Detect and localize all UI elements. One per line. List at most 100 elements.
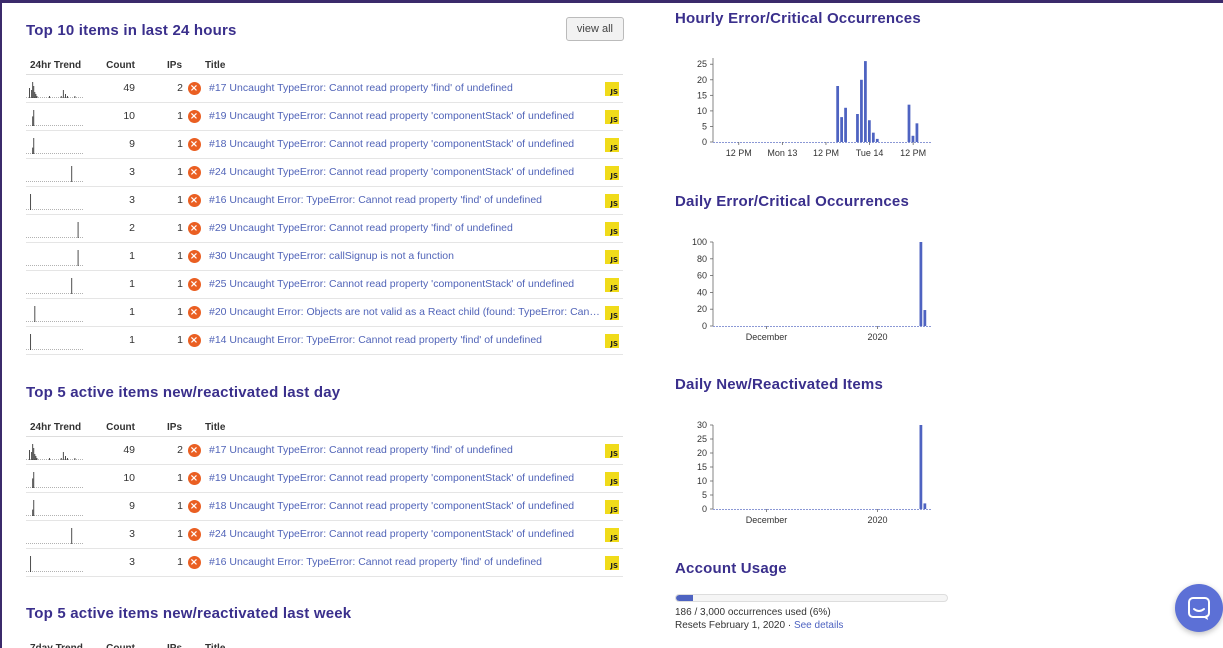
col-count[interactable]: Count [90,418,135,437]
ips-cell: 1 [135,520,183,549]
platform-cell: JS [601,326,623,355]
level-cell: × [183,548,205,577]
sparkline-bar [33,110,35,126]
col-ips[interactable]: IPs [135,639,183,648]
chart-bar [836,86,840,142]
sparkline-bar [65,94,66,98]
trend-sparkline [26,278,84,294]
error-x-icon: × [187,443,201,457]
item-title-link[interactable]: #14 Uncaught Error: TypeError: Cannot re… [205,326,601,355]
item-title-link[interactable]: #30 Uncaught TypeError: callSignup is no… [205,242,601,271]
table-row[interactable]: 10 1 × #19 Uncaught TypeError: Cannot read … [26,464,623,493]
table-row[interactable]: 10 1 × #19 Uncaught TypeError: Cannot read … [26,102,623,131]
trend-cell [26,270,90,299]
trend-cell [26,130,90,159]
col-ips[interactable]: IPs [135,418,183,437]
ips-cell: 1 [135,548,183,577]
error-x-icon: × [187,165,201,179]
usage-count-text: 186 / 3,000 occurrences used (6%) [675,607,831,618]
item-title-link[interactable]: #19 Uncaught TypeError: Cannot read prop… [205,102,601,131]
count-cell: 1 [90,326,135,355]
sparkline-bar [77,250,79,266]
error-x-icon: × [187,137,201,151]
item-title-link[interactable]: #18 Uncaught TypeError: Cannot read prop… [205,130,601,159]
item-title-link[interactable]: #17 Uncaught TypeError: Cannot read prop… [205,74,601,103]
col-count[interactable]: Count [90,56,135,75]
platform-cell: JS [601,492,623,521]
col-count[interactable]: Count [90,639,135,648]
table-row[interactable]: 3 1 × #16 Uncaught Error: TypeError: Cannot… [26,548,623,577]
item-title-link[interactable]: #24 Uncaught TypeError: Cannot read prop… [205,520,601,549]
col-ips[interactable]: IPs [135,56,183,75]
table-row[interactable]: 3 1 × #16 Uncaught Error: TypeError: Cannot… [26,186,623,215]
y-tick-label: 40 [697,287,707,297]
platform-cell: JS [601,242,623,271]
trend-cell [26,548,90,577]
table-row[interactable]: 1 1 × #25 Uncaught TypeError: Cannot read p… [26,270,623,299]
level-cell: × [183,492,205,521]
table-row[interactable]: 1 1 × #20 Uncaught Error: Objects are not v… [26,298,623,327]
sparkline-bar [32,444,34,460]
js-badge-icon: JS [605,222,619,236]
sparkline-bar [33,500,35,516]
y-tick-label: 80 [697,254,707,264]
platform-cell: JS [601,158,623,187]
sparkline-bar [67,96,68,98]
sparkline-bar [74,458,76,460]
view-all-button[interactable]: view all [565,17,624,41]
item-title-link[interactable]: #16 Uncaught Error: TypeError: Cannot re… [205,186,601,215]
sparkline-bar [34,306,36,322]
y-tick-label: 10 [697,476,707,486]
platform-cell: JS [601,520,623,549]
y-tick-label: 5 [702,121,707,131]
platform-cell: JS [601,270,623,299]
chat-launcher-button[interactable] [1175,584,1223,632]
table-row[interactable]: 1 1 × #30 Uncaught TypeError: callSignup is… [26,242,623,271]
x-tick-label: December [746,515,788,525]
level-cell: × [183,520,205,549]
level-cell: × [183,186,205,215]
js-badge-icon: JS [605,194,619,208]
item-title-link[interactable]: #24 Uncaught TypeError: Cannot read prop… [205,158,601,187]
left-nav-edge [0,0,2,648]
trend-cell [26,158,90,187]
chart-bar [919,425,923,509]
trend-sparkline [26,334,84,350]
item-title-link[interactable]: #20 Uncaught Error: Objects are not vali… [205,298,601,327]
table-row[interactable]: 9 1 × #18 Uncaught TypeError: Cannot read p… [26,130,623,159]
item-title-link[interactable]: #17 Uncaught TypeError: Cannot read prop… [205,436,601,465]
table-row[interactable]: 3 1 × #24 Uncaught TypeError: Cannot read p… [26,158,623,187]
table-row[interactable]: 9 1 × #18 Uncaught TypeError: Cannot read p… [26,492,623,521]
error-x-icon: × [187,333,201,347]
col-trend: 7day Trend [26,639,90,648]
trend-sparkline [26,500,84,516]
level-cell: × [183,214,205,243]
count-cell: 3 [90,158,135,187]
table-row[interactable]: 3 1 × #24 Uncaught TypeError: Cannot read p… [26,520,623,549]
y-tick-label: 0 [702,321,707,331]
chart-bar [923,310,927,326]
chart-bar [867,120,871,142]
item-title-link[interactable]: #18 Uncaught TypeError: Cannot read prop… [205,492,601,521]
ips-cell: 1 [135,214,183,243]
table-row[interactable]: 2 1 × #29 Uncaught TypeError: Cannot read p… [26,214,623,243]
item-title-link[interactable]: #25 Uncaught TypeError: Cannot read prop… [205,270,601,299]
level-cell: × [183,464,205,493]
table-row[interactable]: 49 2 × #17 Uncaught TypeError: Cannot read … [26,436,623,465]
trend-sparkline [26,194,84,210]
item-title-link[interactable]: #16 Uncaught Error: TypeError: Cannot re… [205,548,601,577]
sparkline-bar [36,96,38,98]
sparkline-bar [29,450,30,460]
item-title-link[interactable]: #19 Uncaught TypeError: Cannot read prop… [205,464,601,493]
count-cell: 49 [90,74,135,103]
table-row[interactable]: 49 2 × #17 Uncaught TypeError: Cannot read … [26,74,623,103]
table-row[interactable]: 1 1 × #14 Uncaught Error: TypeError: Cannot… [26,326,623,355]
see-details-link[interactable]: See details [793,620,844,631]
count-cell: 1 [90,270,135,299]
item-title-link[interactable]: #29 Uncaught TypeError: Cannot read prop… [205,214,601,243]
js-badge-icon: JS [605,138,619,152]
js-badge-icon: JS [605,82,619,96]
y-tick-label: 15 [697,90,707,100]
x-tick-label: Mon 13 [767,148,797,158]
x-tick-label: 2020 [867,332,887,342]
